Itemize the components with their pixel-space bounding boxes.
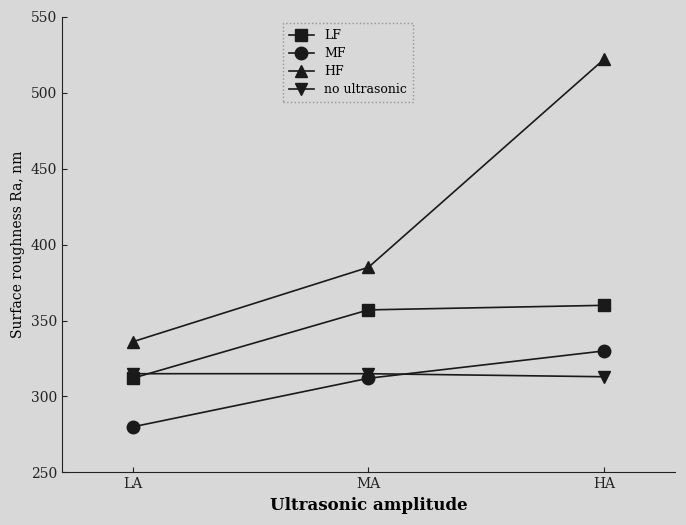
LF [128,375,137,381]
LF [600,302,608,309]
Line: MF: MF [126,344,611,433]
no ultrasonic [600,374,608,380]
Line: LF: LF [126,299,611,384]
HF [128,339,137,345]
X-axis label: Ultrasonic amplitude: Ultrasonic amplitude [270,497,467,514]
LF [364,307,372,313]
Line: HF: HF [126,53,611,348]
MF [600,348,608,354]
Y-axis label: Surface roughness Ra, nm: Surface roughness Ra, nm [11,151,25,338]
no ultrasonic [364,371,372,377]
HF [600,56,608,62]
MF [128,424,137,430]
HF [364,264,372,270]
Line: no ultrasonic: no ultrasonic [126,368,611,383]
Legend: LF, MF, HF, no ultrasonic: LF, MF, HF, no ultrasonic [283,23,413,102]
MF [364,375,372,381]
no ultrasonic [128,371,137,377]
